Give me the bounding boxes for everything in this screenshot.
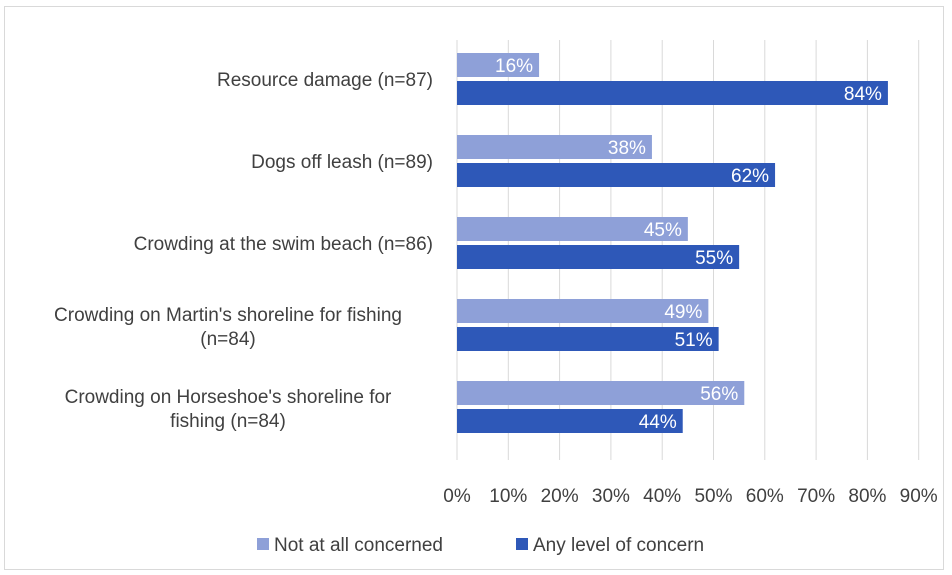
category-label: Crowding on Martin's shoreline for fishi… (54, 305, 402, 350)
legend: Not at all concerned Any level of concern (257, 535, 704, 556)
legend-label: Any level of concern (533, 535, 704, 556)
data-label: 45% (644, 220, 682, 241)
category-label: Resource damage (n=87) (217, 70, 433, 91)
x-tick-label: 70% (797, 486, 835, 507)
x-tick-label: 90% (900, 486, 938, 507)
bar-not-concerned-2 (457, 217, 688, 241)
bars: 16% 84% 38% 62% 45% 55% 49% 51% 56% 44% (457, 53, 888, 433)
bar-not-concerned-1 (457, 135, 652, 159)
category-label: Dogs off leash (n=89) (251, 152, 433, 173)
x-tick-label: 0% (443, 486, 471, 507)
data-label: 38% (608, 138, 646, 159)
data-label: 44% (639, 412, 677, 433)
x-tick-label: 60% (746, 486, 784, 507)
category-label: Crowding at the swim beach (n=86) (134, 234, 433, 255)
x-tick-label: 80% (848, 486, 886, 507)
bar-any-concern-2 (457, 245, 740, 269)
data-label: 84% (844, 84, 882, 105)
bar-not-concerned-3 (457, 299, 709, 323)
data-label: 16% (495, 56, 533, 77)
legend-swatch (257, 538, 269, 550)
x-tick-label: 20% (541, 486, 579, 507)
bar-any-concern-0 (457, 81, 888, 105)
x-tick-label: 10% (489, 486, 527, 507)
legend-label: Not at all concerned (274, 535, 443, 556)
data-label: 62% (731, 166, 769, 187)
bar-any-concern-4 (457, 409, 683, 433)
bar-any-concern-1 (457, 163, 776, 187)
bar-not-concerned-4 (457, 381, 745, 405)
x-tick-label: 40% (643, 486, 681, 507)
data-label: 51% (675, 330, 713, 351)
category-label: Crowding on Horseshoe's shoreline for fis… (65, 387, 392, 432)
data-label: 49% (664, 302, 702, 323)
category-labels: Resource damage (n=87) Dogs off leash (n=… (54, 70, 433, 432)
x-tick-label: 30% (592, 486, 630, 507)
bar-not-concerned-0 (457, 53, 540, 77)
x-tick-label: 50% (694, 486, 732, 507)
x-axis-ticks: 0% 10% 20% 30% 40% 50% 60% 70% 80% 90% (443, 486, 938, 507)
bar-any-concern-3 (457, 327, 719, 351)
data-label: 56% (700, 384, 738, 405)
data-label: 55% (695, 248, 733, 269)
legend-swatch (516, 538, 528, 550)
